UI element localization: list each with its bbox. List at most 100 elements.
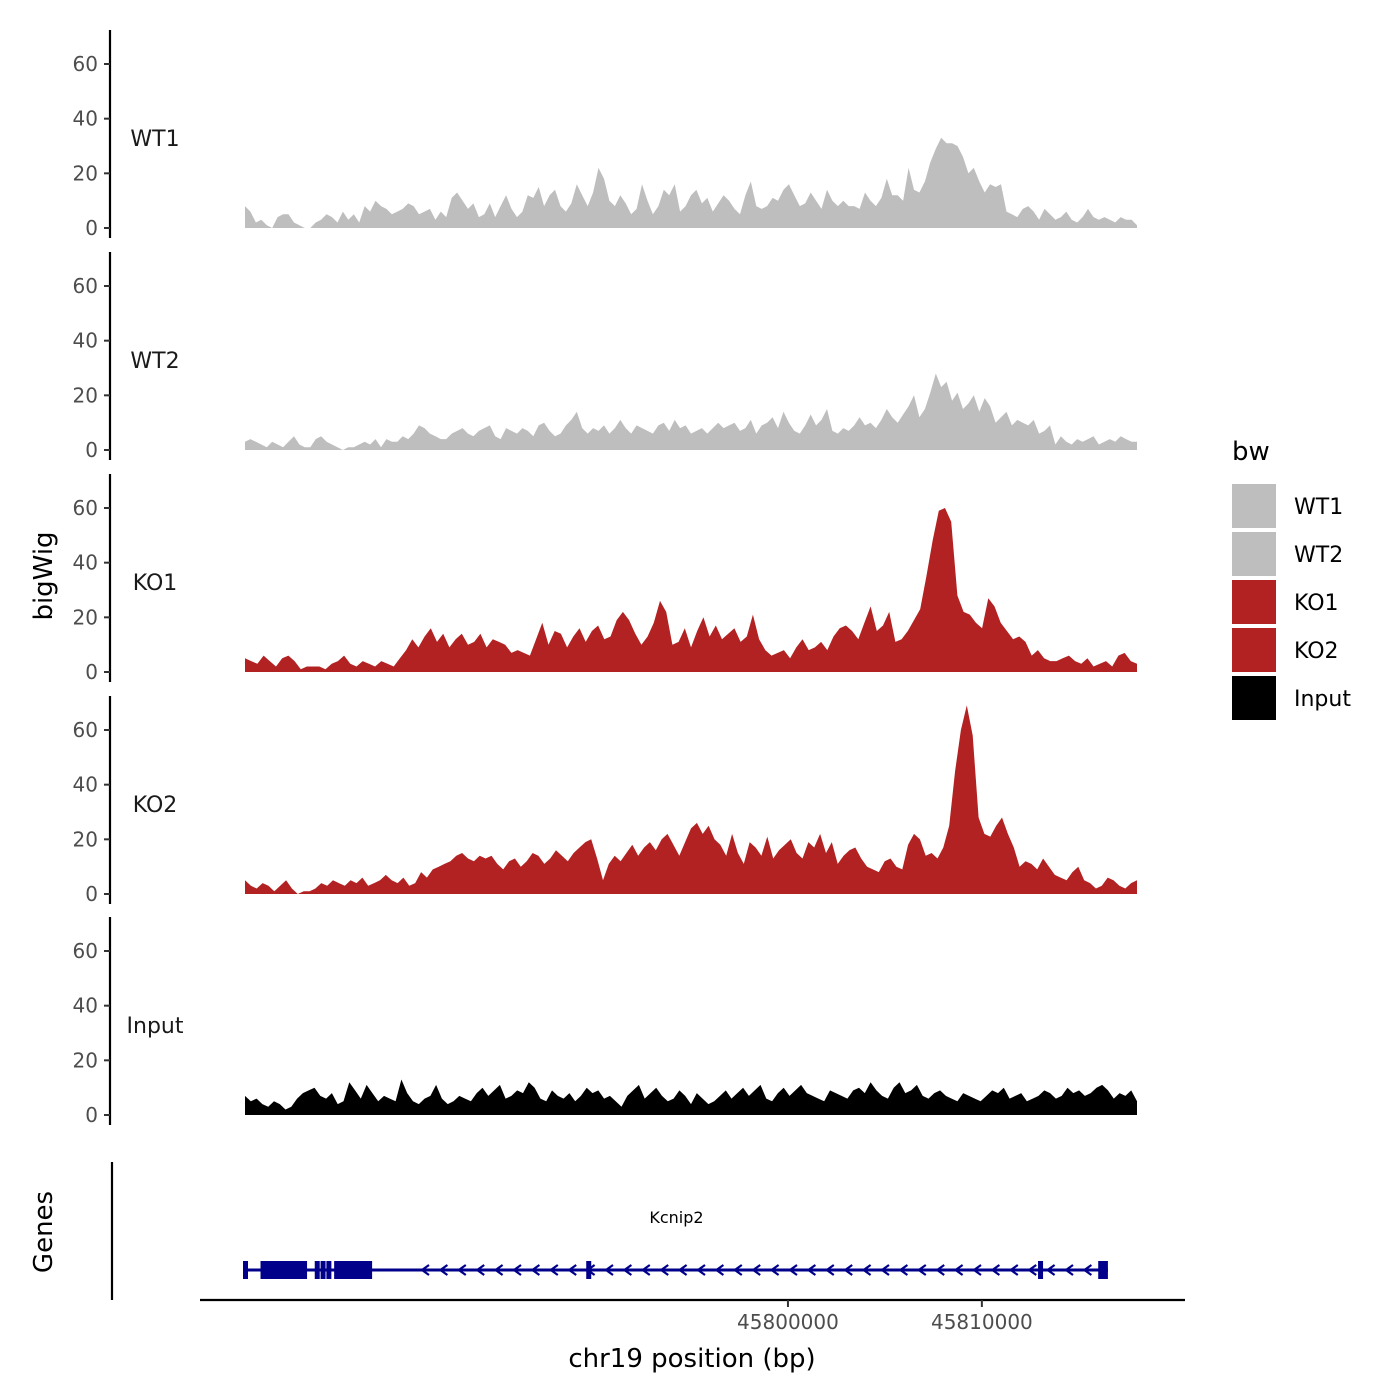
y-tick-label: 20 <box>73 383 98 407</box>
strand-arrow <box>1008 1264 1019 1276</box>
gene-exon-small <box>586 1261 592 1279</box>
strand-arrow <box>530 1264 541 1276</box>
gene-model: Kcnip2 <box>243 1208 1108 1279</box>
strand-arrow <box>990 1264 1001 1276</box>
strand-arrow <box>861 1264 872 1276</box>
track-wt2: 0 20 40 60 WT2 <box>73 252 1137 462</box>
strand-arrow <box>843 1264 853 1276</box>
legend-swatch-ko2 <box>1232 628 1276 672</box>
strand-arrow <box>935 1264 945 1276</box>
y-axis-title: bigWig <box>29 531 59 620</box>
y-tick-label: 0 <box>85 1103 98 1127</box>
track-input: 0 20 40 60 Input <box>73 917 1137 1127</box>
track-label: Input <box>127 1014 184 1039</box>
strand-arrow <box>972 1264 982 1276</box>
strand-arrow <box>1082 1264 1093 1276</box>
strand-arrow <box>1027 1264 1037 1276</box>
strand-arrow <box>751 1264 761 1276</box>
legend-items: WT1 WT2 KO1 KO2 Input <box>1232 484 1351 720</box>
area-wt2 <box>245 373 1137 450</box>
x-axis: 45800000 45810000 chr19 position (bp) <box>200 1298 1185 1374</box>
track-label: KO1 <box>133 571 178 596</box>
strand-arrow <box>475 1264 485 1276</box>
legend-title: bw <box>1232 437 1270 467</box>
y-tick-label: 40 <box>73 329 98 353</box>
y-tick-label: 0 <box>85 216 98 240</box>
strand-arrow <box>548 1264 559 1276</box>
y-tick-label: 0 <box>85 660 98 684</box>
x-axis-ticks: 45800000 45810000 <box>737 1300 1033 1334</box>
y-tick-label: 20 <box>73 161 98 185</box>
gene-exon-small <box>243 1261 248 1279</box>
strand-arrow <box>806 1264 817 1276</box>
y-tick-label: 60 <box>73 718 98 742</box>
strand-arrow <box>880 1264 890 1276</box>
gene-exon-small <box>326 1261 332 1279</box>
track-label: WT1 <box>130 127 179 152</box>
strand-arrow <box>732 1264 743 1276</box>
gene-exon-small <box>334 1261 340 1279</box>
track-ko1: 0 20 40 60 KO1 <box>73 474 1137 684</box>
legend-label-wt2: WT2 <box>1294 543 1343 568</box>
strand-arrow <box>714 1264 725 1276</box>
y-tick-label: 0 <box>85 438 98 462</box>
area-ko2 <box>245 705 1137 894</box>
y-tick-label: 20 <box>73 1048 98 1072</box>
strand-arrow <box>659 1264 669 1276</box>
gene-exon-small <box>1038 1261 1044 1279</box>
strand-arrow <box>622 1264 633 1276</box>
x-axis-title: chr19 position (bp) <box>568 1344 815 1374</box>
y-tick-label: 0 <box>85 882 98 906</box>
legend-label-wt1: WT1 <box>1294 495 1343 520</box>
legend-label-input: Input <box>1294 687 1351 712</box>
strand-arrow <box>640 1264 651 1276</box>
strand-arrow <box>567 1264 577 1276</box>
strand-arrow <box>953 1264 964 1276</box>
area-wt1 <box>245 137 1137 228</box>
bigwig-tracks: 0 20 40 60 WT1 0 20 40 60 WT2 0 20 40 60 KO1 0 20 40 60 KO2… <box>73 30 1137 1127</box>
strand-arrow <box>512 1264 522 1276</box>
gene-exon-small <box>314 1261 320 1279</box>
area-ko1 <box>245 508 1137 672</box>
gene-panel: Genes Kcnip2 <box>29 1162 1108 1300</box>
strand-arrow <box>898 1264 909 1276</box>
gene-exon-small <box>320 1261 326 1279</box>
gene-exon <box>260 1261 308 1279</box>
legend: bw WT1 WT2 KO1 KO2 Input <box>1232 437 1351 720</box>
track-label: KO2 <box>133 793 178 818</box>
y-tick-label: 60 <box>73 52 98 76</box>
strand-arrow <box>696 1264 706 1276</box>
y-tick-label: 40 <box>73 994 98 1018</box>
y-tick-label: 60 <box>73 939 98 963</box>
track-ko2: 0 20 40 60 KO2 <box>73 696 1137 906</box>
gene-exon <box>336 1261 370 1279</box>
y-tick-label: 40 <box>73 107 98 131</box>
track-wt1: 0 20 40 60 WT1 <box>73 30 1137 240</box>
strand-arrow <box>788 1264 798 1276</box>
y-tick-label: 60 <box>73 274 98 298</box>
y-tick-label: 20 <box>73 605 98 629</box>
strand-arrow <box>420 1264 430 1276</box>
strand-arrow <box>1064 1264 1074 1276</box>
strand-arrow <box>1045 1264 1056 1276</box>
gene-exon-small <box>367 1261 373 1279</box>
legend-label-ko2: KO2 <box>1294 639 1339 664</box>
strand-arrow <box>677 1264 688 1276</box>
area-input <box>245 1079 1137 1115</box>
y-tick-label: 60 <box>73 496 98 520</box>
gene-exon <box>1098 1261 1108 1279</box>
strand-arrow <box>604 1264 614 1276</box>
gene-panel-label: Genes <box>29 1191 59 1273</box>
x-tick-label: 45810000 <box>931 1310 1033 1334</box>
strand-arrow <box>769 1264 780 1276</box>
legend-swatch-input <box>1232 676 1276 720</box>
y-tick-label: 40 <box>73 551 98 575</box>
legend-label-ko1: KO1 <box>1294 591 1339 616</box>
legend-swatch-ko1 <box>1232 580 1276 624</box>
track-label: WT2 <box>130 349 179 374</box>
y-tick-label: 20 <box>73 827 98 851</box>
legend-swatch-wt2 <box>1232 532 1276 576</box>
legend-swatch-wt1 <box>1232 484 1276 528</box>
strand-arrow <box>824 1264 835 1276</box>
